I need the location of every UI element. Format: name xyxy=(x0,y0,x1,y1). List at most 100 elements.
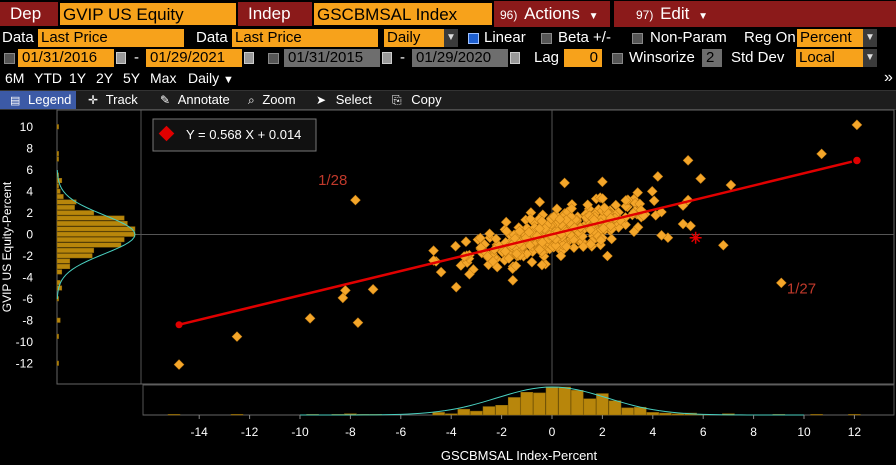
chevron-down-icon[interactable]: ▼ xyxy=(863,49,877,67)
scatter-point xyxy=(595,235,607,246)
indep-label: Indep xyxy=(238,2,312,26)
select-tool[interactable]: ➤ Select xyxy=(316,91,372,109)
scatter-point xyxy=(656,230,667,241)
legend-diamond-icon xyxy=(158,125,175,142)
beta-checkbox[interactable] xyxy=(541,33,552,44)
period-frequency-select[interactable]: Daily ▼ xyxy=(188,68,234,90)
start-date-2-field[interactable]: 01/31/2015 xyxy=(284,49,380,67)
date-annotation: 1/28 xyxy=(318,172,347,189)
scatter-point xyxy=(428,245,439,256)
scatter-point xyxy=(500,246,511,257)
regression-line-group xyxy=(175,155,863,329)
period-5y[interactable]: 5Y xyxy=(123,70,141,86)
scatter-point xyxy=(561,241,572,253)
linear-checkbox[interactable] xyxy=(468,33,479,44)
y-histogram-bar xyxy=(56,221,128,226)
x-tick-label: 12 xyxy=(848,425,862,439)
scatter-point xyxy=(695,173,706,184)
lag-field[interactable]: 0 xyxy=(564,49,602,67)
end-date-2-field[interactable]: 01/29/2020 xyxy=(412,49,508,67)
period-6m[interactable]: 6M xyxy=(5,70,25,86)
calendar-icon[interactable] xyxy=(382,52,392,64)
y-histogram-bar xyxy=(56,188,61,194)
period-frequency-label: Daily xyxy=(188,70,220,86)
scatter-point xyxy=(566,203,577,214)
scatter-chart[interactable]: -14 -12 -10 -8 -6 -4 -2 0 2 4 6 8 10 12 10 8 6 4 2 0 -2 -4 -6… xyxy=(0,108,896,465)
scatter-point xyxy=(511,248,522,260)
x-histogram-bar xyxy=(495,405,508,416)
caret-down-icon: ▼ xyxy=(588,11,599,22)
y-histogram-bar xyxy=(56,204,75,210)
calendar-icon[interactable] xyxy=(116,52,126,64)
zoom-tool[interactable]: ⌕ Zoom xyxy=(248,91,296,109)
dep-ticker-field[interactable]: GVIP US Equity xyxy=(60,3,236,25)
y-histogram-bar xyxy=(56,194,64,200)
winsorize-checkbox[interactable] xyxy=(612,53,623,64)
y-histogram-bar xyxy=(56,360,59,366)
x-histogram-bar xyxy=(432,412,445,416)
calendar-icon[interactable] xyxy=(244,52,254,64)
scatter-point xyxy=(450,240,461,252)
reg-on-select[interactable]: Percent xyxy=(797,29,863,47)
winsorize-value[interactable]: 2 xyxy=(702,49,722,67)
scatter-point xyxy=(646,186,658,197)
scatter-point xyxy=(536,237,548,248)
scatter-point xyxy=(559,177,570,189)
indep-ticker-field[interactable]: GSCBMSAL Index xyxy=(314,3,492,25)
end-date-1-field[interactable]: 01/29/2021 xyxy=(146,49,242,67)
legend-tool-label: Legend xyxy=(28,92,72,107)
y-histogram-bar xyxy=(56,156,59,162)
scatter-point xyxy=(534,223,545,234)
date-range-2-checkbox[interactable] xyxy=(268,53,279,64)
scatter-point xyxy=(851,119,863,131)
scatter-point xyxy=(450,281,462,293)
frequency-select[interactable]: Daily xyxy=(384,29,444,47)
x-tick-label: -8 xyxy=(345,425,356,439)
scatter-point xyxy=(568,242,580,253)
x-tick-label: 2 xyxy=(599,425,606,439)
lag-label: Lag xyxy=(534,49,560,66)
y-tick-label: -10 xyxy=(16,335,34,349)
period-ytd[interactable]: YTD xyxy=(34,70,62,86)
zoom-tool-label: Zoom xyxy=(262,92,296,107)
period-max[interactable]: Max xyxy=(150,70,177,86)
legend-box[interactable] xyxy=(152,118,317,152)
chevron-down-icon[interactable]: ▼ xyxy=(444,29,458,47)
date-range-1-checkbox[interactable] xyxy=(4,53,15,64)
period-2y[interactable]: 2Y xyxy=(96,70,114,86)
magnifier-icon: ⌕ xyxy=(248,93,255,107)
std-dev-select[interactable]: Local xyxy=(796,49,863,67)
scatter-point xyxy=(539,223,551,234)
nonparam-checkbox[interactable] xyxy=(632,33,643,44)
reg-on-label: Reg On xyxy=(744,29,796,46)
start-date-1-field[interactable]: 01/31/2016 xyxy=(18,49,114,67)
edit-button[interactable]: 97) Edit ▼ xyxy=(614,1,896,27)
calendar-icon[interactable] xyxy=(510,52,520,64)
y-tick-label: 6 xyxy=(26,163,33,177)
copy-tool[interactable]: ⎘ Copy xyxy=(392,91,442,109)
period-1y[interactable]: 1Y xyxy=(69,70,87,86)
annotate-tool[interactable]: ✎ Annotate xyxy=(160,91,230,109)
x-histogram-bar xyxy=(558,386,571,416)
x-tick-label: -2 xyxy=(496,425,507,439)
y-histogram-bar xyxy=(56,210,95,216)
y-tick-label: -8 xyxy=(22,314,33,328)
select-tool-label: Select xyxy=(335,92,372,107)
y-histogram-bar xyxy=(56,226,136,232)
y-tick-label: 8 xyxy=(26,142,33,156)
copy-icon: ⎘ xyxy=(392,93,402,107)
data-label-dep: Data xyxy=(2,29,34,46)
legend-tool[interactable]: ▤ Legend xyxy=(0,91,76,109)
dep-label: Dep xyxy=(0,2,58,26)
y-histogram-bar xyxy=(56,231,136,237)
more-options-icon[interactable]: » xyxy=(884,69,893,86)
indep-data-field[interactable]: Last Price xyxy=(232,29,378,47)
chevron-down-icon[interactable]: ▼ xyxy=(863,29,877,47)
x-histogram-bar xyxy=(167,414,181,416)
dep-data-field[interactable]: Last Price xyxy=(38,29,184,47)
track-tool[interactable]: ✛ Track xyxy=(88,91,138,109)
scatter-point xyxy=(352,317,364,328)
scatter-point xyxy=(526,256,538,268)
actions-button[interactable]: 96) Actions ▼ xyxy=(494,1,610,27)
scatter-point xyxy=(725,179,737,191)
